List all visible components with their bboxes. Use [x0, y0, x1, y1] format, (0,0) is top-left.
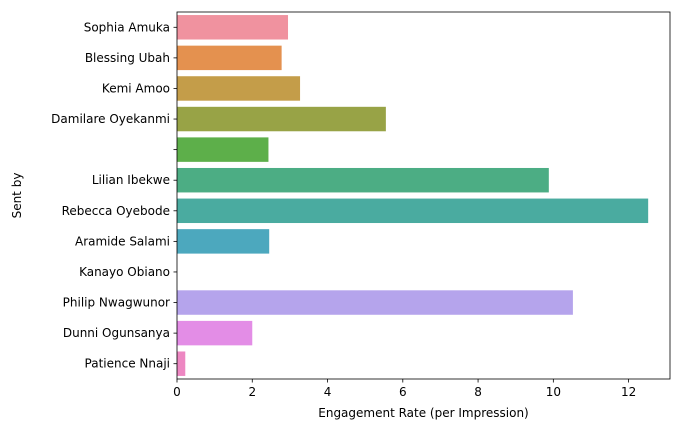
y-tick-label: Patience Nnaji — [85, 357, 170, 371]
y-axis-label: Sent by — [10, 173, 24, 219]
x-tick-label: 2 — [248, 385, 256, 399]
bar — [177, 76, 301, 101]
x-tick-label: 8 — [474, 385, 482, 399]
x-axis-ticks: 0 2 4 6 8 10 12 — [173, 379, 636, 399]
bar — [177, 351, 186, 376]
bar — [177, 15, 289, 40]
plot-frame — [176, 11, 671, 380]
y-tick-label: Kemi Amoo — [102, 81, 170, 95]
y-tick-label: Damilare Oyekanmi — [51, 112, 170, 126]
x-tick-label: 10 — [546, 385, 561, 399]
bar — [177, 167, 549, 193]
y-tick-label: Aramide Salami — [75, 234, 170, 248]
bar — [177, 45, 282, 71]
y-tick-label: Philip Nwagwunor — [63, 296, 170, 310]
y-tick-label: Lilian Ibekwe — [92, 173, 170, 187]
y-tick-label: Dunni Ogunsanya — [63, 326, 170, 340]
x-tick-label: 4 — [324, 385, 332, 399]
bar — [177, 290, 573, 315]
bar — [177, 229, 270, 254]
bar — [177, 320, 253, 346]
bar — [177, 137, 269, 162]
bars-group — [177, 15, 649, 376]
x-tick-label: 6 — [399, 385, 407, 399]
x-tick-label: 12 — [621, 385, 636, 399]
y-axis-ticks: Sophia Amuka Blessing Ubah Kemi Amoo Damila… — [51, 20, 177, 371]
y-tick-label: Kanayo Obiano — [79, 265, 170, 279]
y-tick-label: Blessing Ubah — [85, 51, 170, 65]
bar — [177, 106, 386, 132]
bar — [177, 198, 649, 224]
y-tick-label: Rebecca Oyebode — [62, 204, 170, 218]
x-tick-label: 0 — [173, 385, 181, 399]
x-axis-label: Engagement Rate (per Impression) — [318, 406, 528, 420]
y-tick-label: Sophia Amuka — [84, 20, 170, 34]
